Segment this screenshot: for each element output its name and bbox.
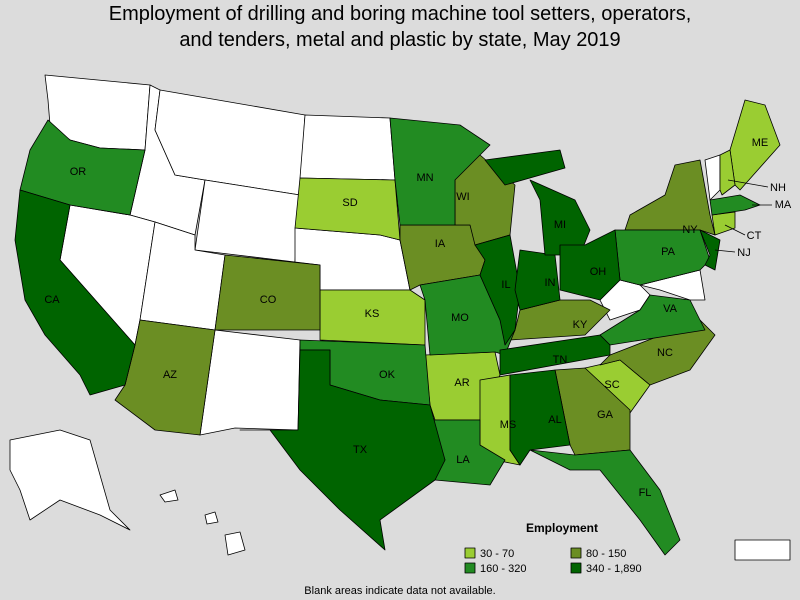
- legend-swatch: [464, 547, 476, 559]
- state-label: OH: [590, 266, 607, 278]
- state: [484, 149, 566, 186]
- state: [709, 194, 761, 216]
- legend-swatch: [464, 562, 476, 574]
- state-label: KY: [573, 319, 588, 331]
- state-label: SC: [604, 379, 619, 391]
- state-label: NC: [657, 347, 673, 359]
- state: [559, 229, 621, 301]
- legend-swatch: [570, 547, 582, 559]
- state-label: AZ: [163, 369, 177, 381]
- legend-swatch: [570, 562, 582, 574]
- state: [599, 319, 716, 386]
- state: [474, 234, 521, 346]
- state-label: TN: [553, 354, 568, 366]
- state-label: MI: [554, 219, 566, 231]
- state: [159, 489, 179, 503]
- legend-label: 30 - 70: [480, 548, 514, 560]
- data-states: [14, 99, 781, 556]
- state: [224, 531, 246, 556]
- state-label: VA: [663, 303, 678, 315]
- state: [299, 114, 396, 181]
- leader-line: [714, 249, 736, 253]
- state-label: FL: [639, 487, 652, 499]
- state: [19, 119, 146, 216]
- state-label: CA: [44, 294, 60, 306]
- state-label: LA: [456, 454, 470, 466]
- state-label: IN: [545, 277, 556, 289]
- state-label: SD: [342, 197, 357, 209]
- legend-label: 80 - 150: [586, 548, 626, 560]
- state: [734, 539, 791, 561]
- state: [14, 189, 136, 396]
- state: [509, 369, 571, 466]
- leader-line: [727, 179, 769, 188]
- state-label: IL: [501, 279, 510, 291]
- state-label: MS: [500, 419, 517, 431]
- legend-label: 160 - 320: [480, 563, 526, 575]
- legend-label: 340 - 1,890: [586, 563, 642, 575]
- state-label: OK: [379, 369, 396, 381]
- state-label: KS: [365, 308, 380, 320]
- state-label: PA: [661, 246, 676, 258]
- state-label: CO: [260, 294, 277, 306]
- state-labels: SD KS AR MS SC ME NH CT CO AZ IA WI NY K…: [44, 137, 792, 499]
- state: [499, 334, 611, 376]
- state: [319, 289, 426, 346]
- state: [719, 149, 736, 196]
- state: [239, 349, 446, 551]
- state: [529, 449, 681, 556]
- legend-title: Employment: [526, 521, 598, 535]
- state: [194, 179, 301, 263]
- title: and tenders, metal and plastic by state,…: [179, 29, 620, 51]
- footnote: Blank areas indicate data not available.: [304, 585, 495, 597]
- legend: Employment 30 - 70 80 - 150 160 - 320 34…: [464, 521, 642, 575]
- state: [204, 511, 219, 525]
- state-label: MN: [416, 172, 433, 184]
- state: [9, 429, 131, 531]
- state-label: CT: [747, 230, 762, 242]
- state: [294, 177, 401, 241]
- state-label: IA: [435, 238, 446, 250]
- state-label: TX: [353, 444, 368, 456]
- state-label: ME: [752, 137, 769, 149]
- state-label: MA: [775, 199, 792, 211]
- state: [214, 254, 321, 331]
- state-label: MO: [451, 312, 469, 324]
- state: [699, 229, 721, 271]
- state-label: NY: [682, 224, 698, 236]
- state: [199, 329, 301, 436]
- leader-line: [724, 224, 746, 236]
- state-label: NJ: [737, 247, 750, 259]
- state-label: GA: [597, 409, 614, 421]
- state: [389, 117, 491, 226]
- state-label: OR: [70, 166, 87, 178]
- state-label: NH: [770, 182, 786, 194]
- leader-lines: [714, 179, 772, 253]
- state-label: WI: [456, 191, 469, 203]
- title: Employment of drilling and boring machin…: [109, 3, 692, 25]
- state-label: AR: [454, 377, 469, 389]
- state-label: AL: [548, 414, 561, 426]
